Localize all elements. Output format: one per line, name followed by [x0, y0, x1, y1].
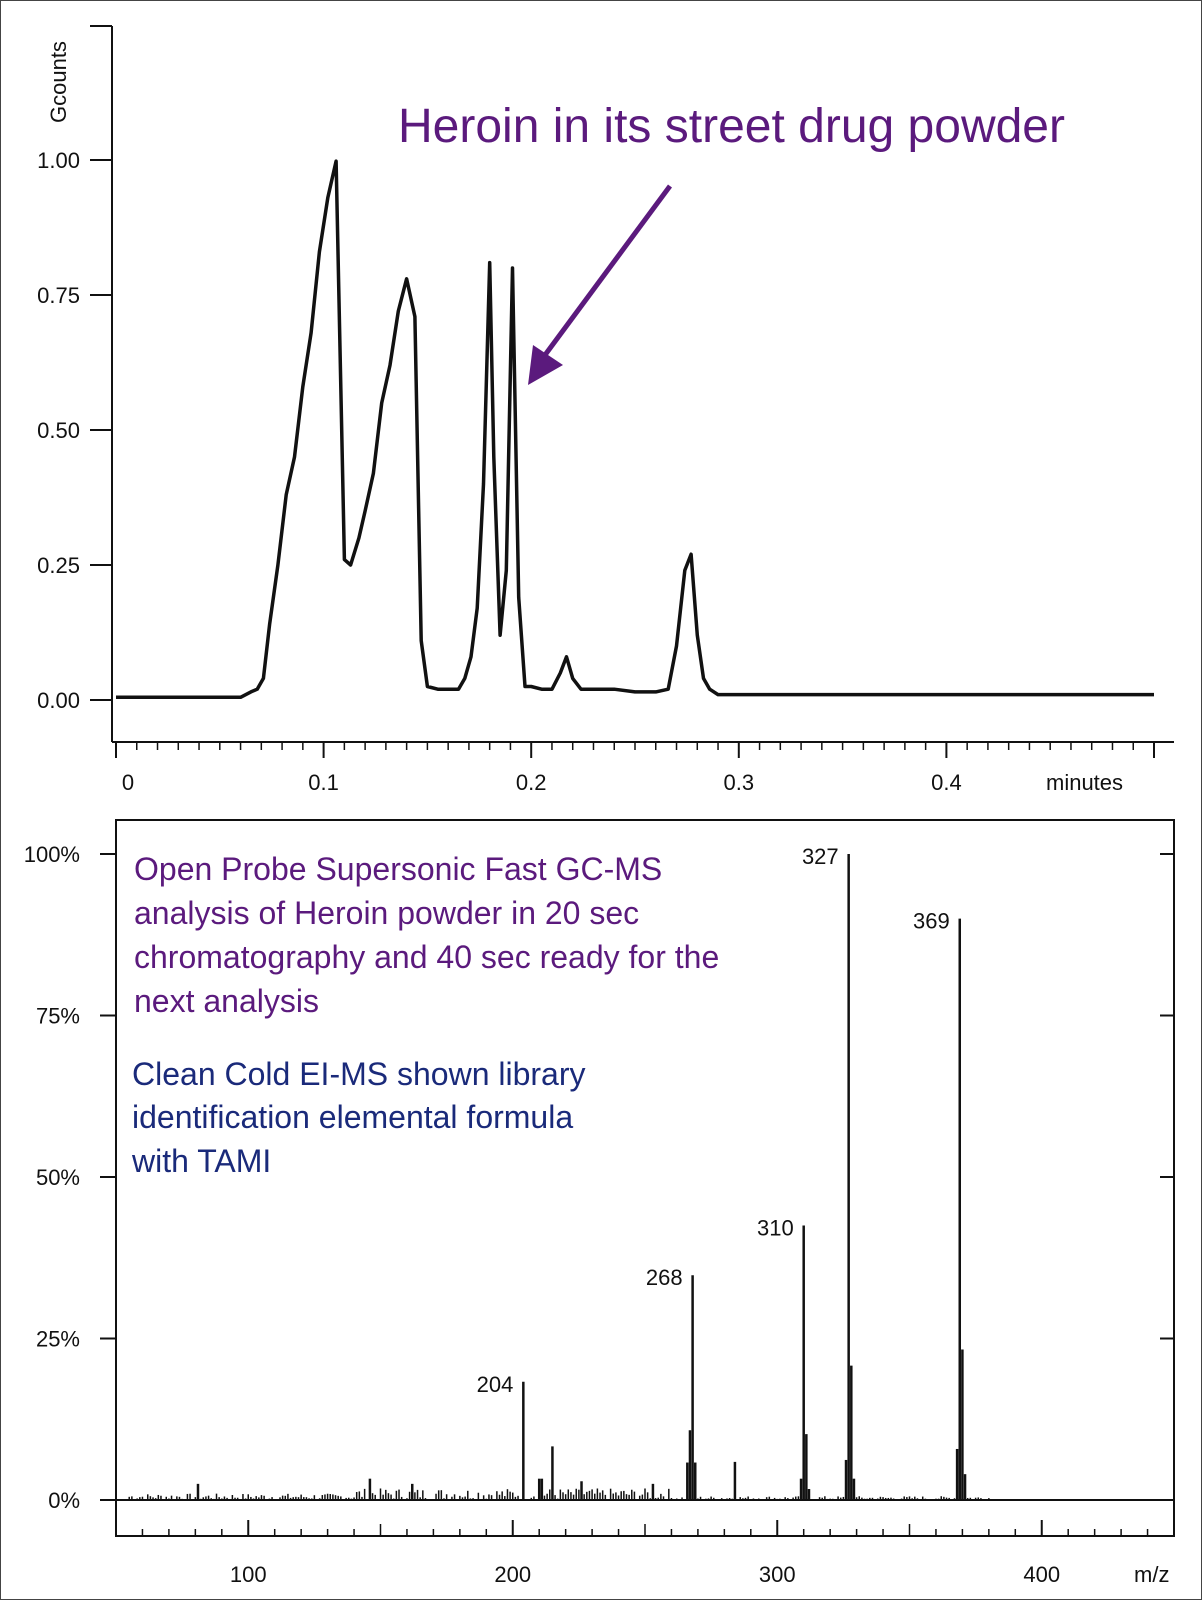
anno-blue-line-3: with TAMI: [131, 1143, 271, 1179]
anno-purple-line-4: next analysis: [134, 983, 319, 1019]
chrom-y-tick-label: 0.25: [37, 553, 80, 578]
spectrum-y-tick-label: 100%: [24, 842, 80, 867]
chromatogram-panel: Gcounts 0.000.250.500.751.00 0 0.1 0.2 0.3 0…: [37, 25, 1174, 795]
spectrum-x-tick-label: 300: [759, 1562, 796, 1587]
spectrum-peak-label: 310: [757, 1215, 794, 1240]
spectrum-y-tick-label: 0%: [48, 1488, 80, 1513]
anno-blue-line-2: identification elemental formula: [132, 1099, 573, 1135]
arrow-shaft: [542, 184, 673, 357]
arrow-head: [528, 345, 563, 385]
chrom-x-tick-label: 0.4: [931, 770, 962, 795]
chrom-x-tick-label: 0: [122, 770, 134, 795]
spectrum-peak-label: 369: [913, 909, 950, 934]
anno-blue-line-1: Clean Cold EI-MS shown library: [132, 1056, 586, 1092]
chrom-x-ticks: 0 0.1 0.2 0.3 0.4: [115, 742, 1155, 795]
anno-purple-line-2: analysis of Heroin powder in 20 sec: [134, 895, 639, 931]
spectrum-y-tick-label: 25%: [36, 1327, 80, 1352]
chrom-y-tick-label: 0.00: [37, 688, 80, 713]
anno-purple-line-3: chromatography and 40 sec ready for the: [134, 939, 719, 975]
spectrum-peak-label: 327: [802, 844, 839, 869]
chrom-x-tick-label: 0.1: [308, 770, 339, 795]
chrom-y-tick-label: 0.75: [37, 283, 80, 308]
spectrum-y-tick-label: 50%: [36, 1165, 80, 1190]
spectrum-x-tick-label: 200: [494, 1562, 531, 1587]
spectrum-x-tick-label: 400: [1023, 1562, 1060, 1587]
spectrum-x-ticks: 100 200 300 400: [141, 1520, 1175, 1587]
spectrum-peak-labels: 204 268 310 327 369: [477, 844, 950, 1397]
chrom-annotation-title: Heroin in its street drug powder: [398, 100, 1065, 153]
spectrum-x-tick-label: 100: [230, 1562, 267, 1587]
chrom-x-label: minutes: [1046, 770, 1123, 795]
spectrum-annotation-blue: Clean Cold EI-MS shown library identific…: [131, 1056, 586, 1179]
spectrum-panel: 0% 25% 50% 75% 100% 100 200 300 400 m/z 204 268 3…: [24, 819, 1175, 1587]
chrom-x-tick-label: 0.2: [516, 770, 547, 795]
annotation-arrow: [528, 184, 673, 385]
chrom-y-ticks: 0.00 0.25 0.50 0.75 1.00: [37, 148, 112, 713]
chrom-y-label: Gcounts: [46, 41, 71, 123]
spectrum-annotation-purple: Open Probe Supersonic Fast GC-MS analysi…: [134, 851, 719, 1019]
chrom-y-tick-label: 0.50: [37, 418, 80, 443]
spectrum-peak-label: 268: [646, 1265, 683, 1290]
chrom-x-tick-label: 0.3: [724, 770, 755, 795]
chrom-trace-line: [116, 159, 1154, 700]
spectrum-peak-label: 204: [477, 1372, 514, 1397]
spectrum-major-peaks: [196, 854, 967, 1500]
spectrum-x-label: m/z: [1134, 1562, 1169, 1587]
chrom-y-tick-label: 1.00: [37, 148, 80, 173]
anno-purple-line-1: Open Probe Supersonic Fast GC-MS: [134, 851, 662, 887]
spectrum-y-tick-label: 75%: [36, 1004, 80, 1029]
spectrum-y-ticks: 0% 25% 50% 75% 100%: [24, 842, 1174, 1513]
spectrum-noise-peaks: [128, 1488, 990, 1500]
